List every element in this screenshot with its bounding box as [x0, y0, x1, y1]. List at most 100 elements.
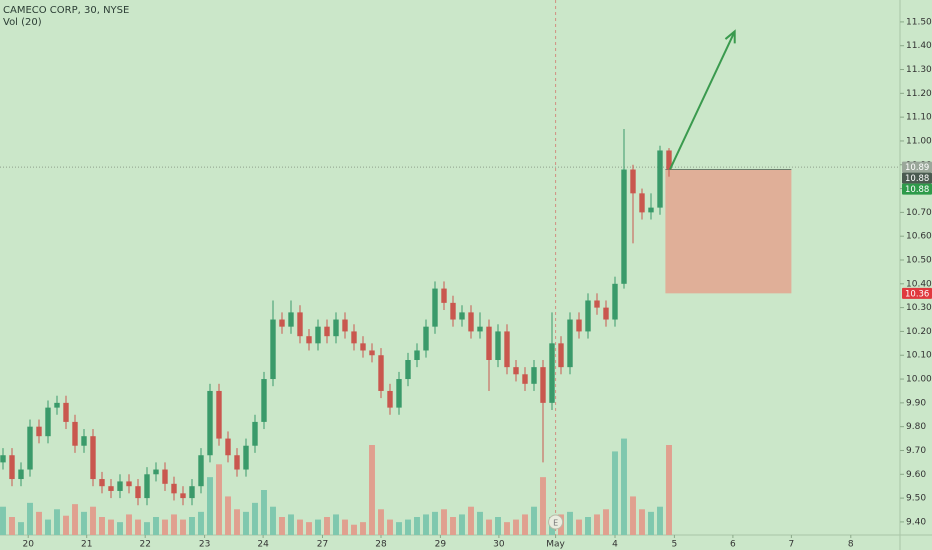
volume-bar [225, 496, 231, 535]
chart-title: CAMECO CORP, 30, NYSE [3, 5, 129, 16]
candle-body [477, 326, 483, 332]
x-tick-label: 4 [612, 540, 618, 550]
volume-bar [630, 496, 636, 535]
candle-body [468, 312, 474, 332]
volume-bar [531, 506, 537, 535]
volume-bar [9, 517, 15, 535]
price-label: 10.88 [905, 185, 929, 195]
candle-body [432, 288, 438, 327]
candle-body [0, 455, 6, 463]
volume-bar [117, 522, 123, 535]
candle-body [144, 474, 150, 499]
candle-body [657, 150, 663, 208]
y-tick-label: 11.10 [906, 113, 932, 123]
candle-body [216, 390, 222, 439]
volume-bar [405, 519, 411, 535]
candle-body [639, 193, 645, 213]
candle-body [612, 283, 618, 320]
axis-layer: 9.40 9.50 9.60 9.70 9.80 9.90 10.00 10.10 10.20 1… [22, 17, 932, 550]
candle-body [450, 302, 456, 320]
volume-bar [657, 506, 663, 535]
y-tick-label: 11.20 [906, 89, 932, 99]
volume-bar [270, 506, 276, 535]
x-tick-label: 23 [199, 540, 210, 550]
volume-bar [153, 517, 159, 535]
volume-bar [666, 445, 672, 535]
volume-bar [450, 517, 456, 535]
x-tick-label: 5 [672, 540, 678, 550]
indicator-label: Vol (20) [3, 17, 42, 28]
candle-body [441, 288, 447, 303]
candle-body [99, 479, 105, 487]
candle-body [630, 169, 636, 194]
candle-body [414, 350, 420, 360]
candle-body [81, 436, 87, 446]
y-tick-label: 10.20 [906, 327, 932, 337]
earnings-label: E [553, 519, 558, 528]
candle-body [27, 426, 33, 470]
candle-body [261, 379, 267, 422]
volume-bar [108, 519, 114, 535]
y-tick-label: 11.40 [906, 41, 932, 51]
price-label: 10.36 [905, 289, 929, 299]
y-tick-label: 11.50 [906, 17, 932, 27]
volume-bar [261, 490, 267, 535]
candle-body [162, 469, 168, 484]
volume-layer [0, 438, 672, 535]
candle-body [315, 326, 321, 344]
x-tick-label: 20 [22, 540, 34, 550]
candle-body [189, 486, 195, 499]
volume-bar [567, 511, 573, 535]
candle-body [351, 331, 357, 344]
y-tick-label: 11.30 [906, 65, 932, 75]
volume-bar [36, 511, 42, 535]
candle-body [423, 326, 429, 351]
volume-bar [90, 506, 96, 535]
y-tick-label: 10.60 [906, 232, 932, 242]
candle-body [333, 319, 339, 337]
candle-body [621, 169, 627, 284]
price-label: 10.88 [905, 174, 929, 184]
price-label-box [902, 172, 932, 184]
candle-body [531, 367, 537, 384]
candle-body [549, 343, 555, 403]
volume-bar [513, 519, 519, 535]
y-tick-label: 10.10 [906, 351, 932, 361]
candle-body [558, 343, 564, 368]
volume-bar [207, 477, 213, 535]
candle-layer: E [0, 29, 736, 530]
volume-bar [603, 509, 609, 535]
candle-body [297, 312, 303, 337]
candle-body [396, 379, 402, 408]
volume-bar [504, 522, 510, 535]
volume-bar [243, 511, 249, 535]
volume-bar [333, 514, 339, 535]
y-tick-label: 9.90 [906, 398, 926, 408]
y-tick-label: 9.50 [906, 494, 926, 504]
candle-body [153, 469, 159, 475]
candle-body [387, 390, 393, 408]
candle-body [234, 455, 240, 470]
y-tick-label: 10.50 [906, 256, 932, 266]
volume-bar [387, 519, 393, 535]
volume-bar [459, 514, 465, 535]
candle-body [342, 319, 348, 332]
y-tick-label: 9.40 [906, 517, 926, 527]
volume-bar [495, 517, 501, 535]
candle-body [243, 445, 249, 470]
candle-body [18, 469, 24, 480]
arrow-head [724, 29, 736, 44]
volume-bar [360, 522, 366, 535]
volume-bar [297, 519, 303, 535]
price-label-box [902, 161, 932, 173]
candle-body [666, 150, 672, 170]
candle-body [180, 493, 186, 499]
x-tick-label: 28 [375, 540, 387, 550]
volume-bar [540, 477, 546, 535]
volume-bar [162, 519, 168, 535]
candle-body [306, 336, 312, 344]
candle-body [585, 300, 591, 332]
volume-bar [234, 509, 240, 535]
x-tick-label: 8 [848, 540, 854, 550]
